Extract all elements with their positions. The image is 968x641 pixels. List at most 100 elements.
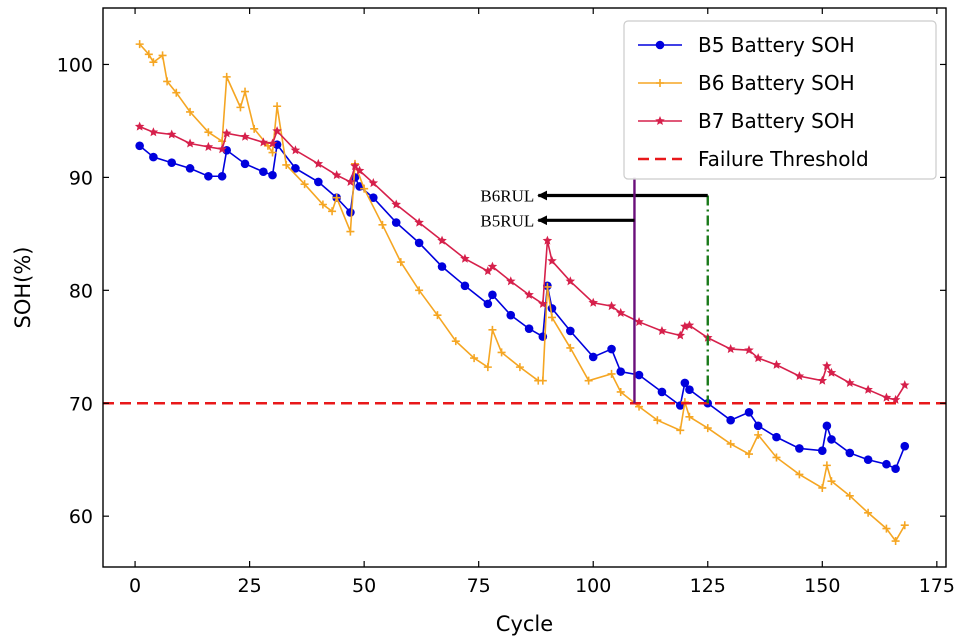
series-line — [139, 142, 906, 470]
y-tick-label: 60 — [69, 506, 93, 528]
data-point — [744, 345, 754, 355]
data-point — [497, 348, 506, 357]
data-point — [703, 424, 712, 433]
data-point — [433, 311, 442, 320]
data-point — [754, 430, 763, 439]
data-point — [588, 297, 598, 307]
data-point — [634, 316, 644, 326]
data-point — [863, 384, 873, 394]
data-point — [685, 412, 694, 421]
data-point — [204, 128, 213, 137]
data-point — [822, 421, 832, 431]
data-point — [771, 359, 782, 369]
data-point — [753, 421, 763, 431]
legend-entry-1: B5 Battery SOH — [638, 33, 855, 57]
data-point — [538, 298, 548, 308]
data-point — [863, 455, 873, 465]
data-point — [725, 344, 736, 354]
data-point — [268, 170, 277, 180]
data-point — [753, 353, 763, 363]
data-point — [845, 448, 855, 458]
legend-label: B5 Battery SOH — [698, 33, 855, 57]
data-point — [822, 360, 832, 371]
data-point — [890, 394, 901, 404]
data-point — [483, 299, 493, 309]
data-point — [845, 377, 855, 387]
rul-label: B5RUL — [480, 211, 534, 230]
data-point — [144, 50, 153, 59]
data-point — [272, 126, 282, 136]
data-point — [900, 441, 910, 451]
legend-entry-2: B6 Battery SOH — [638, 71, 855, 95]
data-point — [222, 72, 231, 81]
data-point — [185, 164, 195, 173]
data-point — [657, 387, 667, 397]
data-point — [185, 138, 195, 148]
data-point — [566, 326, 575, 336]
data-point — [726, 415, 735, 425]
data-point — [565, 276, 576, 286]
data-point — [826, 367, 837, 377]
x-tick-label: 0 — [129, 575, 141, 597]
data-point — [314, 177, 323, 187]
data-point — [149, 152, 158, 162]
y-tick-label: 70 — [69, 393, 93, 415]
data-point — [300, 180, 309, 189]
x-tick-label: 175 — [919, 575, 955, 597]
data-point — [795, 470, 804, 479]
data-point — [881, 392, 892, 402]
data-point — [538, 376, 547, 385]
data-point — [827, 477, 836, 486]
x-tick-label: 100 — [575, 575, 611, 597]
data-point — [437, 235, 447, 245]
data-point — [900, 380, 910, 390]
data-point — [186, 107, 195, 116]
data-point — [685, 385, 694, 395]
data-point — [346, 208, 355, 217]
data-point — [634, 370, 644, 380]
data-point — [653, 416, 662, 425]
data-point — [415, 286, 424, 295]
data-point — [684, 320, 695, 330]
data-point — [290, 145, 301, 155]
data-point — [606, 301, 617, 311]
data-point — [817, 446, 827, 455]
data-point — [163, 77, 172, 86]
data-point — [273, 102, 282, 111]
data-point — [744, 450, 753, 459]
data-point — [744, 407, 754, 417]
data-point — [267, 138, 278, 148]
data-point — [470, 354, 479, 363]
data-point — [350, 161, 360, 171]
data-point — [345, 176, 356, 186]
data-point — [794, 371, 805, 381]
rul-label: B6RUL — [480, 186, 534, 205]
rul-annotation-2: B5RUL — [480, 177, 636, 404]
data-point — [772, 453, 781, 462]
data-point — [588, 352, 598, 362]
x-tick-label: 150 — [804, 575, 840, 597]
data-point — [822, 461, 831, 470]
series-3 — [134, 121, 910, 404]
y-tick-label: 100 — [57, 54, 93, 76]
data-point — [221, 128, 232, 138]
data-point — [818, 483, 827, 492]
x-tick-label: 125 — [690, 575, 726, 597]
legend-label: B7 Battery SOH — [698, 109, 855, 133]
data-point — [680, 378, 690, 388]
data-point — [391, 218, 401, 227]
legend-label: B6 Battery SOH — [698, 71, 855, 95]
legend-entry-4: Failure Threshold — [638, 147, 869, 171]
data-point — [203, 141, 214, 151]
data-point — [675, 330, 686, 340]
data-point — [483, 266, 493, 276]
data-point — [240, 159, 250, 169]
data-point — [547, 304, 557, 313]
legend-marker — [656, 79, 664, 87]
data-point — [524, 324, 534, 334]
data-point — [795, 444, 804, 453]
data-point — [900, 521, 909, 530]
series-2 — [135, 40, 909, 546]
data-point — [547, 255, 557, 266]
data-point — [542, 235, 553, 245]
